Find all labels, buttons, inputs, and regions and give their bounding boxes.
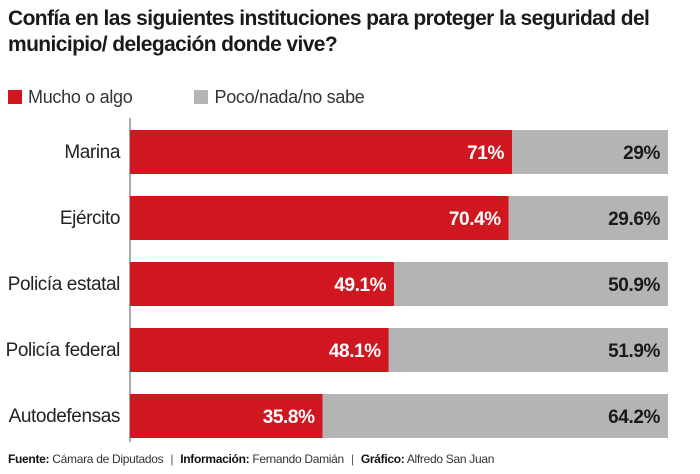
category-label-autodefensas: Autodefensas: [9, 406, 120, 427]
bar-marina-poco: [511, 130, 668, 174]
legend-item-poco: Poco/nada/no sabe: [194, 86, 365, 108]
category-label-policia-federal: Policía federal: [6, 340, 120, 361]
bar-ejercito-mucho: [130, 196, 509, 240]
legend-label-poco: Poco/nada/no sabe: [214, 86, 365, 107]
category-label-ejercito: Ejército: [60, 208, 120, 229]
footer-source-label: Fuente:: [8, 452, 50, 466]
footer-separator-1: |: [170, 452, 174, 466]
bar-chart: Marina 71% 29% Ejército 70.4% 29.6% Policía es…: [6, 118, 668, 442]
data-label-autodefensas-poco: 64.2%: [608, 407, 660, 428]
chart-title: Confía en las siguientes instituciones p…: [8, 7, 650, 56]
bar-policia-federal-mucho: [130, 328, 389, 372]
footer-info-label: Información:: [180, 452, 250, 466]
data-label-autodefensas-mucho: 35.8%: [263, 407, 315, 428]
footer-source-value: Cámara de Diputados: [52, 452, 164, 466]
data-label-policia-estatal-poco: 50.9%: [608, 275, 660, 296]
category-label-marina: Marina: [64, 142, 121, 163]
bar-policia-estatal-poco: [394, 262, 668, 306]
category-label-policia-estatal: Policía estatal: [8, 274, 120, 295]
legend-label-mucho: Mucho o algo: [28, 86, 133, 107]
footer-graphic-value: Alfredo San Juan: [406, 452, 495, 466]
bar-policia-federal-poco: [388, 328, 668, 372]
data-label-policia-federal-poco: 51.9%: [608, 341, 660, 362]
bar-policia-estatal-mucho: [130, 262, 395, 306]
footer-separator-2: |: [350, 452, 354, 466]
footer-info-value: Fernando Damián: [252, 452, 344, 466]
chart-legend: Mucho o algo Poco/nada/no sabe: [8, 86, 427, 108]
bar-marina-mucho: [130, 130, 512, 174]
footer-graphic-label: Gráfico:: [360, 452, 405, 466]
bar-autodefensas-mucho: [130, 394, 323, 438]
legend-swatch-poco: [194, 90, 209, 104]
bar-ejercito-poco: [508, 196, 668, 240]
data-label-marina-mucho: 71%: [467, 143, 504, 164]
data-label-ejercito-poco: 29.6%: [608, 209, 660, 230]
data-label-marina-poco: 29%: [623, 143, 660, 164]
data-label-policia-estatal-mucho: 49.1%: [334, 275, 386, 296]
legend-swatch-mucho: [8, 90, 22, 104]
data-label-ejercito-mucho: 70.4%: [449, 209, 501, 230]
legend-item-mucho: Mucho o algo: [8, 86, 133, 108]
bar-autodefensas-poco: [322, 394, 668, 438]
chart-footer: Fuente: Cámara de Diputados | Informació…: [8, 452, 494, 466]
data-label-policia-federal-mucho: 48.1%: [329, 341, 381, 362]
